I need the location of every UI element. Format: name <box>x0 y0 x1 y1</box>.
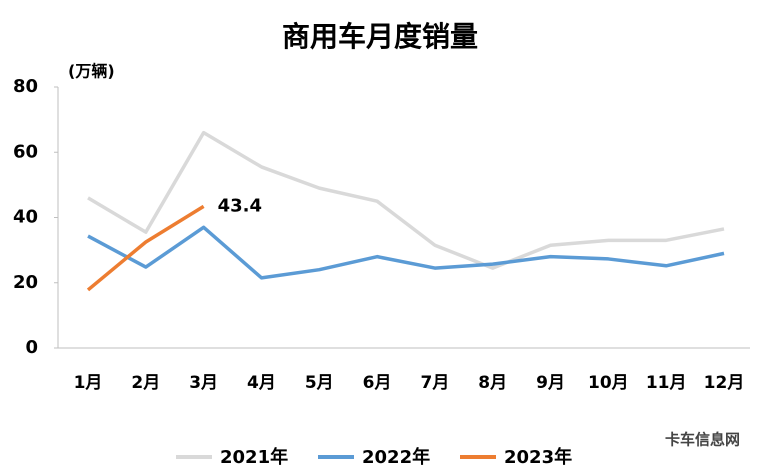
x-tick-label: 11月 <box>646 373 687 393</box>
data-label: 43.4 <box>218 195 262 216</box>
x-tick-label: 8月 <box>478 373 507 393</box>
y-tick-label: 80 <box>13 76 38 97</box>
x-tick-label: 7月 <box>420 373 449 393</box>
x-tick-label: 2月 <box>131 373 160 393</box>
series-line <box>87 225 725 280</box>
x-tick-label: 5月 <box>305 373 334 393</box>
legend-label: 2021年 <box>220 446 288 468</box>
x-tick-label: 9月 <box>536 373 565 393</box>
legend-label: 2023年 <box>504 446 572 468</box>
legend-label: 2022年 <box>362 446 430 468</box>
x-tick-label: 4月 <box>247 373 276 393</box>
y-tick-label: 40 <box>13 207 38 228</box>
x-tick-label: 1月 <box>74 373 103 393</box>
x-tick-label: 10月 <box>588 373 629 393</box>
x-tick-label: 3月 <box>189 373 218 393</box>
source: 卡车信息网 <box>665 431 740 449</box>
x-tick-label: 12月 <box>704 373 745 393</box>
y-axis-label: (万辆) <box>68 62 115 81</box>
series-line <box>87 130 725 270</box>
y-tick-label: 0 <box>25 337 38 358</box>
series-line <box>86 204 205 292</box>
chart-title: 商用车月度销量 <box>282 20 478 53</box>
x-tick-label: 6月 <box>363 373 392 393</box>
y-tick-label: 60 <box>13 141 38 162</box>
y-tick-label: 20 <box>13 272 38 293</box>
